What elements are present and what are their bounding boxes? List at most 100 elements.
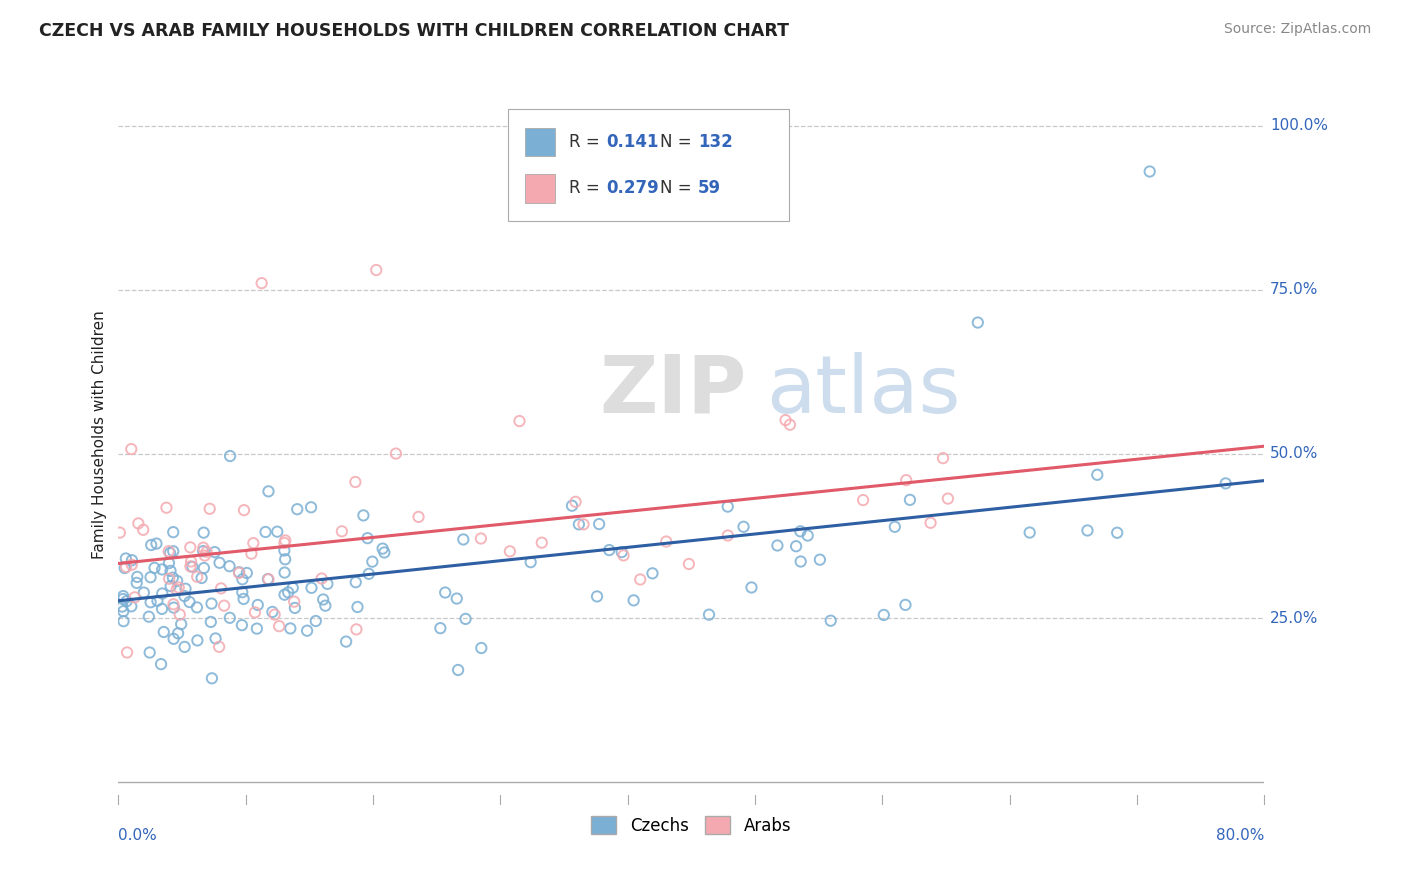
Point [273, 536, 295, 550]
Point [586, 590, 609, 604]
Point [820, 614, 842, 628]
Point [789, 524, 811, 539]
Point [530, 535, 553, 549]
Point [150, 657, 173, 672]
FancyBboxPatch shape [508, 109, 789, 221]
Point [588, 517, 610, 532]
Point [157, 556, 180, 570]
Point [194, 549, 217, 563]
Point [155, 500, 177, 515]
Point [312, 592, 335, 607]
Point [212, 599, 235, 613]
Point [277, 585, 299, 599]
Point [208, 556, 231, 570]
Point [170, 617, 193, 632]
Point [499, 544, 522, 558]
Point [208, 640, 231, 654]
Point [311, 572, 333, 586]
Point [162, 632, 184, 646]
Point [121, 558, 143, 572]
Point [330, 524, 353, 539]
Point [346, 599, 368, 614]
Point [371, 541, 394, 556]
Point [218, 559, 240, 574]
Point [115, 594, 138, 608]
Point [143, 561, 166, 575]
Point [678, 557, 700, 571]
Point [366, 263, 388, 277]
Point [159, 546, 181, 560]
Point [453, 533, 475, 547]
Point [191, 544, 214, 558]
Point [408, 509, 430, 524]
Point [361, 555, 384, 569]
Text: CZECH VS ARAB FAMILY HOUSEHOLDS WITH CHILDREN CORRELATION CHART: CZECH VS ARAB FAMILY HOUSEHOLDS WITH CHI… [39, 22, 789, 40]
Point [508, 414, 530, 428]
Point [1018, 525, 1040, 540]
Point [150, 602, 173, 616]
Text: N =: N = [661, 133, 697, 151]
Point [263, 607, 285, 622]
Point [655, 534, 678, 549]
Point [316, 577, 339, 591]
Point [112, 614, 135, 628]
Point [162, 544, 184, 558]
Point [628, 573, 651, 587]
Point [139, 595, 162, 609]
Point [257, 484, 280, 499]
Point [1215, 476, 1237, 491]
Point [284, 601, 307, 615]
Point [139, 570, 162, 584]
Point [232, 591, 254, 606]
Point [163, 600, 186, 615]
Point [470, 640, 492, 655]
Point [173, 589, 195, 603]
Point [612, 549, 634, 563]
Point [273, 588, 295, 602]
Point [641, 566, 664, 581]
Point [228, 566, 250, 580]
Point [111, 592, 134, 607]
Text: N =: N = [661, 179, 697, 197]
Point [873, 607, 896, 622]
Text: 75.0%: 75.0% [1270, 282, 1319, 297]
Point [779, 417, 801, 432]
Point [454, 612, 477, 626]
Point [281, 581, 304, 595]
Text: 0.0%: 0.0% [118, 828, 157, 843]
Point [145, 536, 167, 550]
Point [115, 645, 138, 659]
Point [385, 447, 408, 461]
Point [174, 582, 197, 596]
Point [257, 572, 280, 586]
Point [357, 566, 380, 581]
Point [356, 531, 378, 545]
Point [162, 597, 184, 611]
Point [121, 553, 143, 567]
Point [179, 595, 201, 609]
Point [231, 585, 253, 599]
Point [269, 619, 291, 633]
Point [132, 523, 155, 537]
Point [195, 545, 218, 559]
Text: 50.0%: 50.0% [1270, 446, 1319, 461]
Point [138, 609, 160, 624]
Point [150, 586, 173, 600]
Point [610, 545, 633, 559]
Point [568, 517, 591, 532]
Point [273, 543, 295, 558]
Point [219, 449, 242, 463]
Point [181, 559, 204, 574]
Point [246, 622, 269, 636]
Point [125, 575, 148, 590]
Point [1085, 467, 1108, 482]
Point [932, 451, 955, 466]
Point [186, 633, 208, 648]
Point [209, 582, 232, 596]
Point [285, 502, 308, 516]
Point [115, 551, 138, 566]
Point [305, 614, 328, 628]
Point [240, 547, 263, 561]
Point [250, 276, 273, 290]
Point [186, 600, 208, 615]
